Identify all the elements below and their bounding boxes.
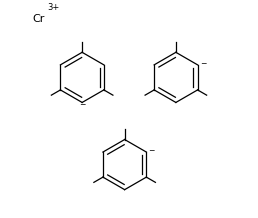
Text: −: − — [148, 146, 155, 155]
Text: −: − — [79, 100, 85, 109]
Text: Cr: Cr — [32, 14, 44, 24]
Text: −: − — [200, 59, 206, 68]
Text: 3+: 3+ — [47, 3, 59, 12]
